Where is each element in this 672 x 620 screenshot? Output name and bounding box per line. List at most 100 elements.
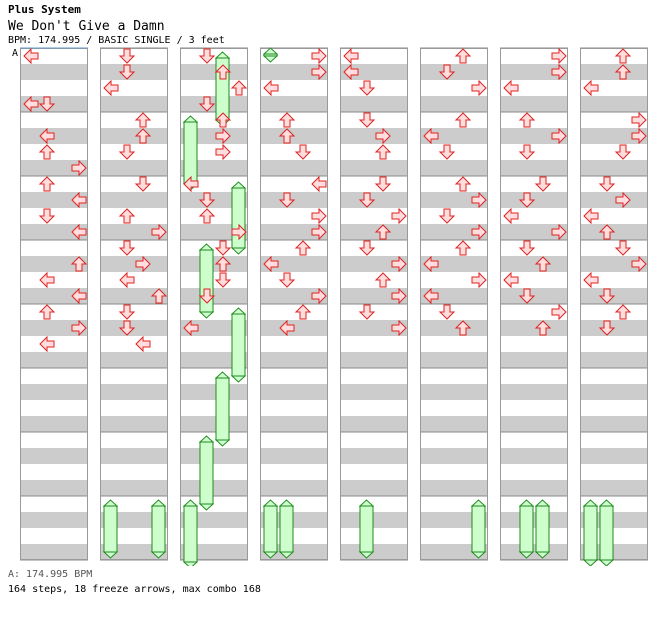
- step-arrow: [294, 144, 312, 160]
- step-arrow: [631, 111, 647, 129]
- step-arrow: [70, 256, 88, 272]
- step-arrow: [534, 176, 552, 192]
- step-arrow: [358, 240, 376, 256]
- song-title: We Don't Give a Damn: [8, 19, 165, 34]
- step-arrow: [374, 176, 392, 192]
- step-arrow: [118, 208, 136, 224]
- step-arrow: [71, 191, 87, 209]
- freeze-arrow: [262, 499, 279, 559]
- step-arrow: [183, 319, 199, 337]
- step-arrow: [198, 96, 216, 112]
- bpm-marker: A: [12, 47, 88, 59]
- chart-column: [500, 47, 568, 561]
- step-arrow: [343, 63, 359, 81]
- step-arrow: [119, 271, 135, 289]
- step-arrow: [71, 223, 87, 241]
- step-arrow: [71, 319, 87, 337]
- step-arrow: [183, 175, 199, 193]
- step-arrow: [311, 223, 327, 241]
- freeze-arrow: [150, 499, 167, 559]
- step-arrow: [278, 192, 296, 208]
- freeze-arrow: [262, 47, 279, 63]
- step-arrow: [278, 112, 296, 128]
- freeze-arrow: [534, 499, 551, 559]
- step-arrow: [134, 128, 152, 144]
- step-arrow: [358, 304, 376, 320]
- step-arrow: [551, 303, 567, 321]
- step-arrow: [374, 224, 392, 240]
- step-arrow: [615, 191, 631, 209]
- step-arrow: [294, 304, 312, 320]
- step-arrow: [311, 287, 327, 305]
- freeze-arrow: [182, 499, 199, 566]
- step-arrow: [534, 256, 552, 272]
- step-arrow: [118, 304, 136, 320]
- step-stats: 164 steps, 18 freeze arrows, max combo 1…: [8, 584, 261, 595]
- step-arrow: [214, 64, 232, 80]
- step-arrow: [135, 335, 151, 353]
- bpm-marker-label: A: [12, 48, 18, 59]
- step-arrow: [614, 48, 632, 64]
- step-arrow: [198, 208, 216, 224]
- step-arrow: [38, 304, 56, 320]
- step-arrow: [551, 63, 567, 81]
- step-arrow: [38, 144, 56, 160]
- step-arrow: [214, 240, 232, 256]
- step-arrow: [311, 207, 327, 225]
- step-arrow: [230, 80, 248, 96]
- step-arrow: [598, 224, 616, 240]
- step-arrow: [198, 48, 216, 64]
- step-arrow: [631, 255, 647, 273]
- step-arrow: [39, 335, 55, 353]
- step-arrow: [118, 240, 136, 256]
- step-arrow: [278, 272, 296, 288]
- chart-column: [100, 47, 168, 561]
- step-arrow: [471, 223, 487, 241]
- step-arrow: [391, 319, 407, 337]
- freeze-arrow: [598, 499, 615, 566]
- step-arrow: [551, 127, 567, 145]
- step-arrow: [614, 240, 632, 256]
- freeze-arrow: [214, 371, 231, 447]
- chart-info: BPM: 174.995 / BASIC SINGLE / 3 feet: [8, 35, 225, 46]
- step-arrow: [503, 207, 519, 225]
- step-arrow: [311, 63, 327, 81]
- step-chart: A: [12, 47, 648, 566]
- chart-column: [580, 47, 648, 561]
- step-arrow: [454, 320, 472, 336]
- step-arrow: [278, 128, 296, 144]
- freeze-arrow: [198, 435, 215, 511]
- step-arrow: [118, 144, 136, 160]
- step-arrow: [391, 207, 407, 225]
- step-arrow: [583, 271, 599, 289]
- group-name: Plus System: [8, 3, 81, 16]
- step-arrow: [438, 304, 456, 320]
- step-arrow: [358, 112, 376, 128]
- step-arrow: [503, 271, 519, 289]
- step-arrow: [551, 47, 567, 65]
- step-arrow: [215, 143, 231, 161]
- step-arrow: [614, 64, 632, 80]
- step-arrow: [598, 176, 616, 192]
- step-arrow: [279, 319, 295, 337]
- step-arrow: [391, 287, 407, 305]
- step-arrow: [134, 176, 152, 192]
- step-arrow: [518, 144, 536, 160]
- step-arrow: [454, 112, 472, 128]
- step-arrow: [71, 287, 87, 305]
- step-arrow: [38, 96, 56, 112]
- step-arrow: [23, 95, 39, 113]
- step-arrow: [150, 288, 168, 304]
- step-arrow: [71, 159, 87, 177]
- step-arrow: [374, 272, 392, 288]
- freeze-arrow: [518, 499, 535, 559]
- step-arrow: [391, 255, 407, 273]
- step-arrow: [311, 175, 327, 193]
- step-arrow: [134, 112, 152, 128]
- step-arrow: [151, 223, 167, 241]
- step-arrow: [311, 47, 327, 65]
- step-arrow: [118, 64, 136, 80]
- step-arrow: [23, 47, 39, 65]
- step-arrow: [551, 223, 567, 241]
- step-arrow: [214, 256, 232, 272]
